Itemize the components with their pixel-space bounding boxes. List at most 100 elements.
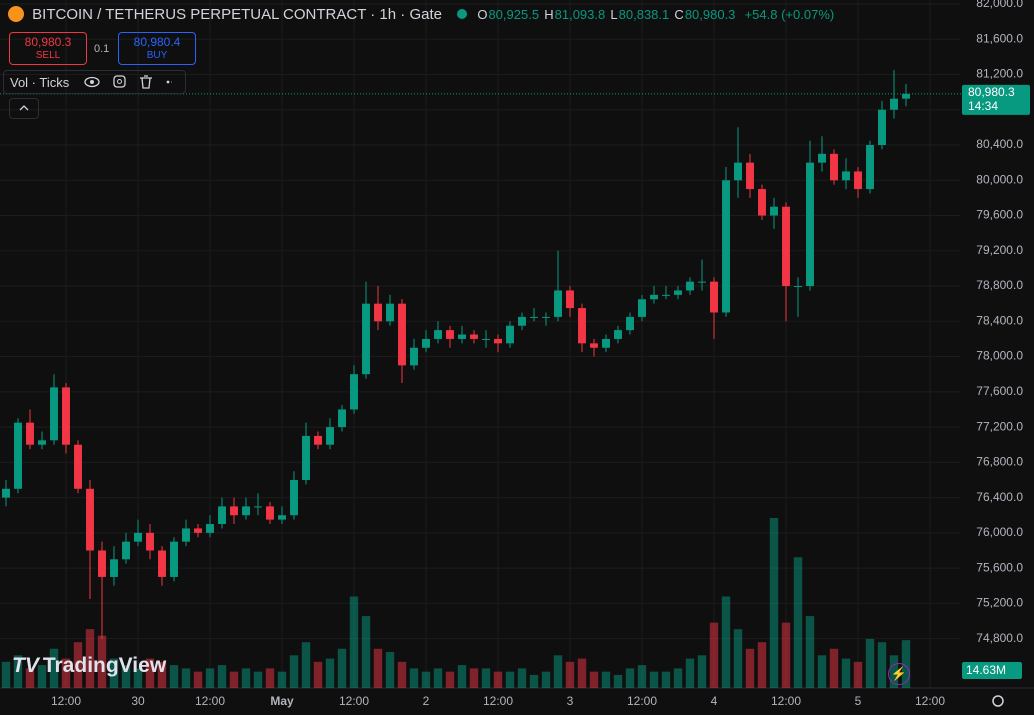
volume-bar [709,622,719,688]
volume-bar [253,671,263,688]
y-tick-label: 78,400.0 [976,313,1023,327]
volume-bar [301,642,311,688]
symbol: BITCOIN / TETHERUS PERPETUAL CONTRACT · … [32,6,442,23]
candle-body [626,316,634,331]
flash-button[interactable]: ⚡ [888,663,910,685]
volume-bar [589,671,599,688]
sell-button[interactable]: 80,980.3 SELL [9,32,87,65]
volume-bar [853,661,863,688]
candle-body [86,488,94,551]
volume-bar [541,671,551,688]
buy-button[interactable]: 80,980.4 BUY [118,32,196,65]
candle-body [518,316,526,326]
candle-body [686,281,694,291]
indicator-label: Vol · Ticks [10,75,70,90]
volume-bar [25,668,35,688]
volume-tag-bg [962,662,1022,679]
h-value: 81,093.8 [554,7,606,22]
l-value: 80,838.1 [618,7,670,22]
y-tick-label: 81,600.0 [976,31,1023,45]
volume-bar [121,665,131,688]
volume-bar [469,668,479,688]
c-value: 80,980.3 [684,7,736,22]
y-tick-label: 82,000.0 [976,0,1023,10]
candle-body [530,316,538,318]
volume-bar [673,668,683,688]
volume-bar [577,658,587,688]
volume-bar [73,642,83,688]
change: +54.8 (+0.07%) [744,7,835,22]
candle-body [158,550,166,577]
collapse-button[interactable] [9,98,39,119]
l-label: L [610,7,618,22]
volume-bar [1,661,11,688]
candle-body [818,153,826,163]
candle-body [866,145,874,190]
volume-bar [733,629,743,688]
candle-body [878,109,886,146]
volume-bar [289,655,299,688]
candle-body [422,338,430,348]
volume-bar [877,642,887,688]
status-dot [457,9,468,19]
candle-body [650,294,658,300]
candle-body [74,444,82,489]
volume-bar [313,661,323,688]
candle-body [386,303,394,322]
volume-bar [385,652,395,688]
volume-bar [625,668,635,688]
volume-bar [865,638,875,688]
candle-body [698,281,706,283]
volume-bar [829,648,839,688]
volume-bar [169,665,179,688]
volume-bar [661,671,671,688]
candle-body [2,488,10,498]
candle-body [722,180,730,313]
volume-bar [805,616,815,688]
buy-price: 80,980.4 [133,35,181,49]
quantity[interactable]: 0.1 [94,43,110,55]
volume-bar [613,674,623,688]
coin-icon [8,6,24,22]
y-tick-label: 78,000.0 [976,349,1023,363]
volume-tag: 14.63M [966,663,1006,677]
candle-body [566,290,574,309]
candle-body [446,330,454,339]
indicator-legend[interactable]: Vol · Ticks [3,70,186,94]
volume-bar [85,629,95,688]
candle-body [290,479,298,516]
candle-body [710,281,718,313]
candle-body [782,206,790,287]
candle-body [194,528,202,533]
candle-body [266,506,274,520]
candle-body [602,338,610,348]
candle-body [110,559,118,577]
candle-body [326,427,334,445]
buy-label: BUY [146,50,168,61]
x-tick-label: 12:00 [51,694,81,708]
candle-body [314,435,322,445]
volume-bar [145,658,155,688]
y-tick-label: 74,800.0 [976,631,1023,645]
volume-bar [781,622,791,688]
volume-bar [349,596,359,688]
volume-bar [217,665,227,688]
y-tick-label: 80,000.0 [976,172,1023,186]
volume-bar [409,668,419,688]
h-label: H [544,7,554,22]
volume-bar [529,674,539,688]
candle-body [614,330,622,339]
candle-body [458,334,466,339]
candle-body [146,532,154,551]
volume-bar [901,640,911,688]
y-tick-label: 80,400.0 [976,137,1023,151]
volume-bar [265,668,275,688]
volume-bar [205,668,215,688]
volume-bar [277,671,287,688]
volume-bar [49,648,59,688]
x-tick-label: 12:00 [483,694,513,708]
candle-body [350,374,358,410]
volume-bar [721,596,731,688]
volume-bar [649,671,659,688]
